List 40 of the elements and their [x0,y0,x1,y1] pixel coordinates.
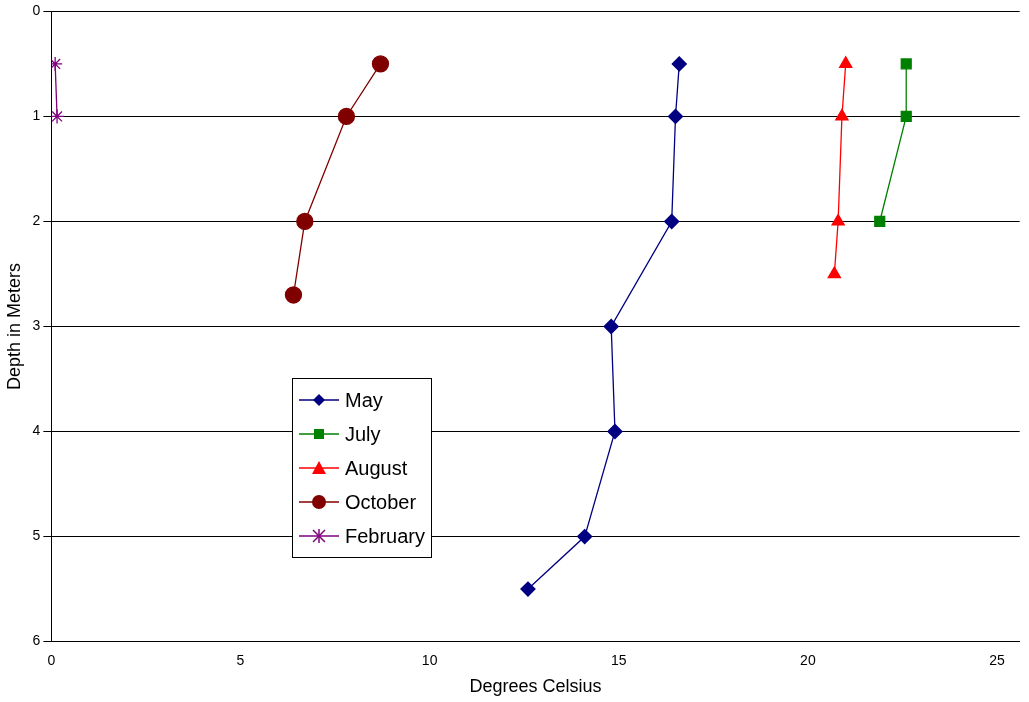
point [827,266,842,279]
y-tick-label: 3 [32,317,41,334]
y-tick-label: 4 [32,422,41,439]
point [838,56,853,69]
legend-label: August [345,456,408,480]
x-tick-label: 5 [236,651,245,668]
legend-label: October [345,490,417,514]
point [900,58,912,70]
legend-label: July [345,422,381,446]
point [835,108,849,121]
x-axis-title: Degrees Celsius [469,676,602,697]
y-tick-label: 2 [32,212,41,229]
point [664,213,680,230]
point [577,528,593,545]
point [667,108,684,125]
y-tick-label: 0 [32,2,41,19]
point [603,318,619,335]
x-tick-label: 10 [421,651,438,668]
point [337,107,356,126]
y-tick-label: 6 [32,632,41,649]
x-tick-label: 0 [47,651,56,668]
x-tick-label: 25 [989,651,1005,668]
y-tick-label: 5 [32,527,41,544]
point [831,213,845,226]
legend-label: May [345,388,383,412]
legend-label: February [345,524,426,548]
point [51,108,65,125]
point [51,56,63,72]
y-axis-title: Depth in Meters [3,262,24,391]
y-tick-label: 1 [32,107,41,124]
point [371,55,390,73]
point [296,212,314,231]
x-tick-label: 20 [800,651,816,668]
point [520,581,536,597]
point [874,215,886,228]
point [671,56,687,72]
x-tick-label: 15 [610,651,627,668]
point [900,110,912,123]
point [607,423,623,440]
point [284,286,303,304]
